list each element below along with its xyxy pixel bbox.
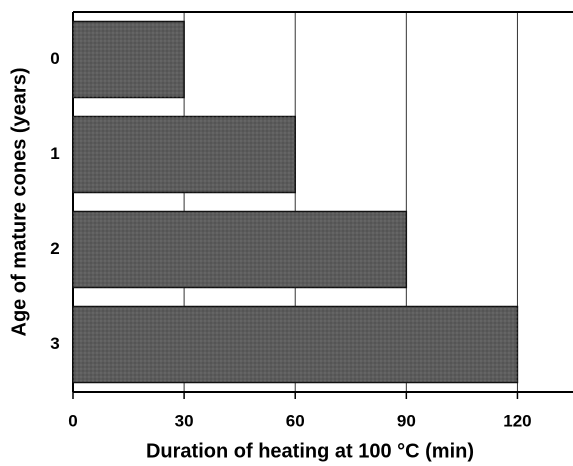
- x-tick-label: 90: [397, 411, 416, 430]
- y-axis-label: Age of mature cones (years): [8, 68, 30, 337]
- y-tick-label: 1: [50, 144, 59, 163]
- y-tick-label: 2: [50, 239, 59, 258]
- x-axis-label: Duration of heating at 100 °C (min): [146, 440, 474, 462]
- x-tick-label: 120: [503, 411, 531, 430]
- bar-texture: [73, 211, 407, 288]
- bar-texture: [73, 116, 296, 193]
- x-tick-label: 30: [175, 411, 194, 430]
- bar-texture: [73, 21, 185, 98]
- x-tick-label: 60: [286, 411, 305, 430]
- y-tick-label: 0: [50, 49, 59, 68]
- x-tick-label: 0: [68, 411, 77, 430]
- bar-texture: [73, 306, 518, 383]
- y-tick-label: 3: [50, 334, 59, 353]
